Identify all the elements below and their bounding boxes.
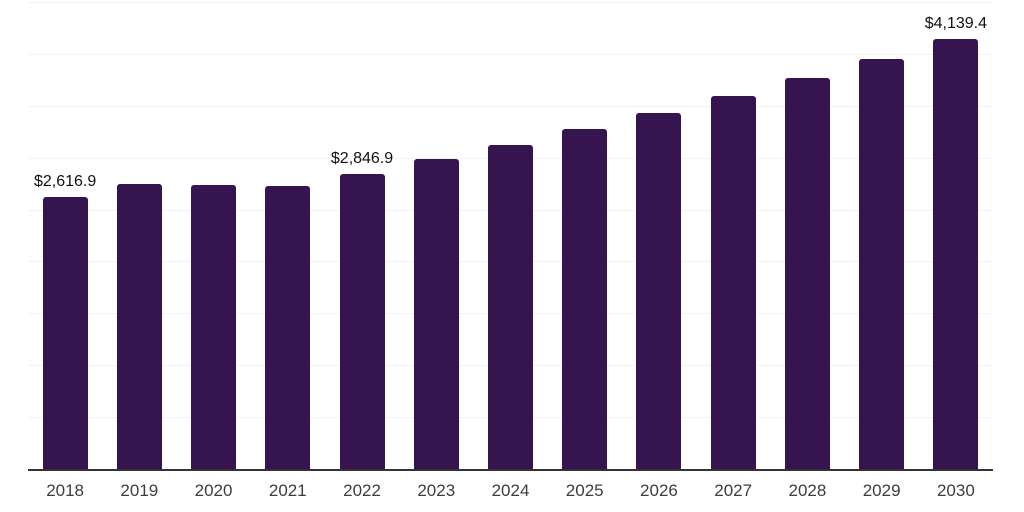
x-tick-label-2028: 2028 xyxy=(788,481,827,500)
bar-2027 xyxy=(710,95,756,469)
x-tick-label-2029: 2029 xyxy=(862,481,901,500)
x-tick-label-2020: 2020 xyxy=(194,481,233,500)
x-tick-label-2030: 2030 xyxy=(936,481,975,500)
x-tick-label-2025: 2025 xyxy=(565,481,604,500)
bar-2020 xyxy=(191,185,237,469)
x-tick-label-2019: 2019 xyxy=(120,481,159,500)
bar-2019 xyxy=(116,184,162,469)
bar-2029 xyxy=(859,59,905,469)
bar-value-label-2018: $2,616.9 xyxy=(33,173,97,191)
bar-2021 xyxy=(265,186,311,469)
plot-area: $2,616.9 $2,846.9 $4,139.4 xyxy=(28,0,993,471)
x-tick-label-2027: 2027 xyxy=(714,481,753,500)
x-tick-label-2021: 2021 xyxy=(268,481,307,500)
x-tick-label-2022: 2022 xyxy=(343,481,381,500)
bar-2025 xyxy=(562,129,608,469)
bar-value-label-2030: $4,139.4 xyxy=(924,15,988,33)
gridline-3500 xyxy=(28,105,993,107)
x-tick-label-2018: 2018 xyxy=(46,481,85,500)
bar-value-label-2022: $2,846.9 xyxy=(330,149,394,167)
x-tick-label-2026: 2026 xyxy=(640,481,678,500)
x-axis: 2018 2019 2020 2021 2022 2023 2024 2025 2026 2027… xyxy=(28,481,993,503)
bar-2022 xyxy=(339,173,385,469)
bar-2026 xyxy=(636,112,682,469)
bar-2024 xyxy=(488,144,533,469)
bar-2028 xyxy=(784,77,830,469)
bar-2018 xyxy=(42,197,88,469)
x-tick-label-2023: 2023 xyxy=(417,481,456,500)
x-tick-label-2024: 2024 xyxy=(491,481,530,500)
bar-2023 xyxy=(413,159,459,469)
gridline-4000 xyxy=(28,53,993,55)
bar-2030 xyxy=(933,39,979,469)
gridline-4500 xyxy=(28,2,993,3)
